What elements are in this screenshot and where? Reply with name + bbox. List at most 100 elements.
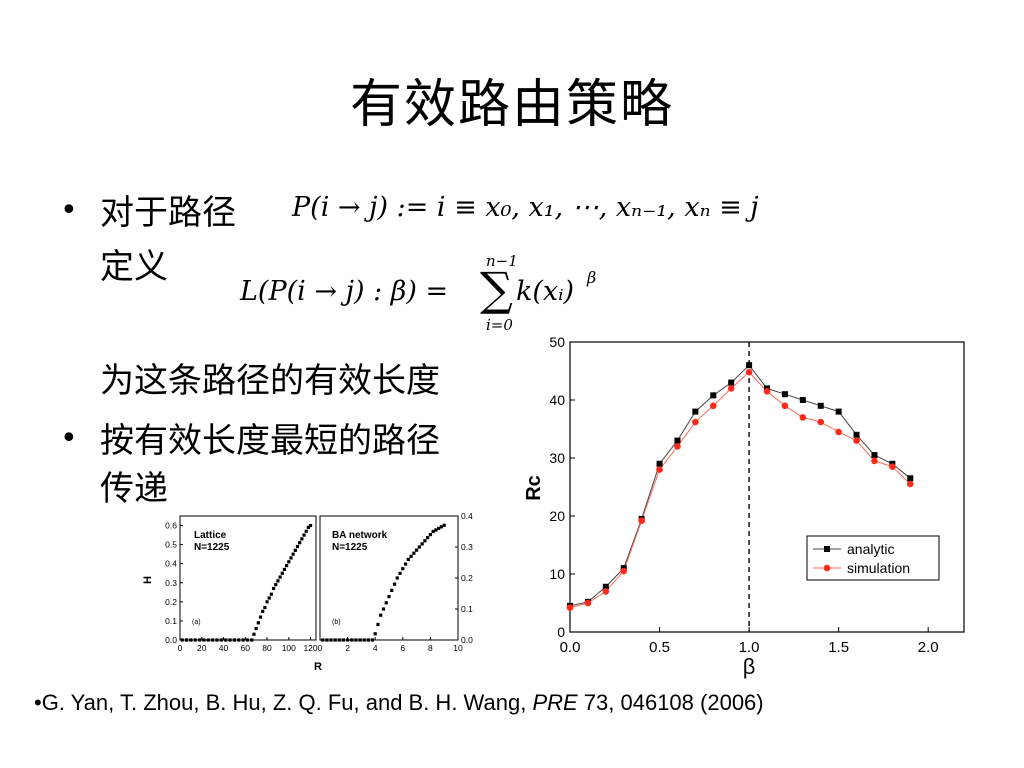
panel-a-ytick-label: 0.6 xyxy=(165,521,177,531)
panel-a-point xyxy=(271,586,276,591)
panel-a-ytick-label: 0.1 xyxy=(165,616,177,626)
y-axis-label: Rc xyxy=(523,475,545,501)
panel-a-point xyxy=(306,525,310,530)
panel-b-annotation-n: N=1225 xyxy=(332,542,368,553)
simulation-point xyxy=(906,480,914,488)
panel-a-ytick-label: 0.4 xyxy=(165,559,177,569)
analytic-point xyxy=(799,397,806,403)
analytic-point xyxy=(871,452,878,459)
formula-lhs: L(P(i → j) : β) = xyxy=(240,276,449,307)
panel-a-point xyxy=(285,564,289,568)
panel-a-point xyxy=(263,605,267,610)
panel-xlabel: R xyxy=(314,661,322,673)
panel-b-point xyxy=(398,571,402,575)
panel-b-ytick-label: 0.1 xyxy=(461,604,473,614)
panel-b-xtick-label: 4 xyxy=(373,643,378,653)
analytic-point xyxy=(907,475,914,482)
x-tick-label: 0.0 xyxy=(560,639,581,656)
panel-b-point xyxy=(333,638,337,642)
panel-b-point xyxy=(442,523,446,527)
panel-a-point xyxy=(293,548,297,552)
analytic-point xyxy=(817,402,824,409)
panel-a-ytick-label: 0.0 xyxy=(165,635,177,645)
y-tick-label: 30 xyxy=(549,450,565,466)
panel-a-point xyxy=(269,592,273,596)
panel-b-point xyxy=(354,638,358,642)
panel-b-point xyxy=(412,551,416,555)
simulation-point xyxy=(763,388,771,395)
panel-b-point xyxy=(401,567,405,571)
panel-a-point xyxy=(261,609,265,613)
y-tick-label: 0 xyxy=(557,624,565,640)
simulation-point xyxy=(674,443,681,450)
citation-authors: G. Yan, T. Zhou, B. Hu, Z. Q. Fu, and B.… xyxy=(41,690,533,715)
x-tick-label: 2.0 xyxy=(918,639,939,656)
panel-a-point xyxy=(265,600,269,604)
panel-a-ytick-label: 0.3 xyxy=(165,578,177,588)
y-tick-label: 50 xyxy=(549,334,565,350)
panel-a-ytick-label: 0.5 xyxy=(165,540,177,550)
analytic-point xyxy=(674,437,681,444)
panel-a-point xyxy=(300,537,304,541)
simulation-point xyxy=(602,588,610,595)
y-tick-label: 10 xyxy=(549,566,565,582)
citation-bullet: • xyxy=(34,690,42,715)
slide-title: 有效路由策略 xyxy=(349,75,674,135)
panel-b-xtick-label: 2 xyxy=(345,643,350,653)
x-tick-label: 1.5 xyxy=(828,639,849,656)
simulation-point xyxy=(853,437,860,444)
sum-upper-limit: n−1 xyxy=(486,252,518,270)
panel-b-point xyxy=(346,638,350,642)
panel-a-xtick-label: 80 xyxy=(262,643,272,653)
panel-a-point xyxy=(282,567,287,572)
legend-simulation-label: simulation xyxy=(847,560,910,576)
panel-b-xtick-label: 0 xyxy=(318,643,323,653)
panel-a-point xyxy=(211,638,215,642)
panel-b-point xyxy=(420,542,424,546)
panel-a-annotation-title: Lattice xyxy=(194,530,227,541)
bullet-1-line-2: 定义 xyxy=(100,247,168,287)
panel-a-point xyxy=(258,615,263,619)
x-axis-label: β xyxy=(743,654,756,679)
simulation-point xyxy=(817,418,825,426)
panel-a-point xyxy=(276,579,280,583)
citation-details: 73, 046108 (2006) xyxy=(577,690,764,715)
panel-b-xtick-label: 10 xyxy=(453,643,463,653)
bullet-2-line-2: 传递 xyxy=(100,469,168,509)
effective-length-formula: L(P(i → j) : β) = n−1 ∑ i=0 k(xᵢ) β xyxy=(240,252,600,334)
panel-b-point xyxy=(321,638,325,642)
panel-a-ytick-label: 0.2 xyxy=(165,597,177,607)
panel-a-point xyxy=(274,583,278,587)
panel-a-point xyxy=(291,552,295,556)
panel-b-point xyxy=(379,613,383,617)
panel-b-label: (b) xyxy=(332,619,341,626)
panel-a-point xyxy=(287,560,291,564)
panel-b-point xyxy=(325,638,329,642)
panel-b-point xyxy=(434,528,438,532)
panel-b-ytick-label: 0.3 xyxy=(461,542,473,552)
panel-a-xtick-label: 20 xyxy=(197,643,207,653)
panel-a-point xyxy=(245,638,250,642)
analytic-point xyxy=(692,408,699,415)
h-vs-r-charts: 0.00.10.20.30.40.50.60 20 40 60 80 100 1200.00… xyxy=(142,511,473,673)
panel-a-xtick-label: 100 xyxy=(282,643,296,653)
simulation-point xyxy=(835,428,842,436)
simulation-point xyxy=(584,599,592,607)
panel-a-xtick-label: 0 xyxy=(178,643,183,653)
legend-simulation-marker xyxy=(823,564,831,572)
legend-box xyxy=(806,535,940,581)
bullet-1-line-1: 对于路径 xyxy=(100,193,236,233)
simulation-point xyxy=(871,457,878,465)
simulation-point xyxy=(692,418,699,426)
panel-a-point xyxy=(189,638,193,642)
panel-b-point xyxy=(423,539,427,543)
panel-b-point xyxy=(406,557,410,561)
analytic-point xyxy=(602,583,609,590)
panel-a-xtick-label: 120 xyxy=(303,643,317,653)
formula-rhs: k(xᵢ) xyxy=(516,276,575,307)
y-tick-label: 20 xyxy=(549,508,565,524)
rc-vs-beta-chart: 0 10 20 30 40 50 0.0 0.5 1.0 1.5 2.0 analytic simula… xyxy=(523,334,965,679)
panel-a-point xyxy=(302,533,306,537)
panel-a-point xyxy=(215,638,219,642)
panel-a-point xyxy=(278,575,282,579)
